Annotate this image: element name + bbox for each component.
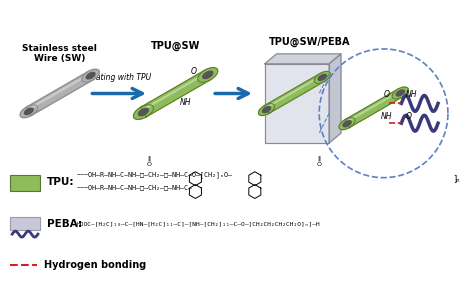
Text: coating with TPU: coating with TPU [87,73,151,82]
Ellipse shape [343,121,351,127]
Ellipse shape [263,107,271,113]
Polygon shape [265,64,329,143]
FancyBboxPatch shape [10,175,40,191]
Text: ‖
O: ‖ O [317,156,322,167]
Polygon shape [346,91,400,122]
Ellipse shape [258,104,275,115]
Polygon shape [141,70,210,117]
Polygon shape [264,73,325,113]
FancyBboxPatch shape [10,217,40,230]
Ellipse shape [314,71,330,83]
Text: NH: NH [180,98,191,107]
Polygon shape [265,75,322,108]
Text: O: O [191,67,196,76]
Ellipse shape [318,74,327,80]
Ellipse shape [392,87,409,99]
Text: Stainless steel
Wire (SW): Stainless steel Wire (SW) [22,44,97,63]
Text: TPU@SW: TPU@SW [151,41,201,51]
Ellipse shape [134,105,154,120]
Polygon shape [27,71,93,115]
Polygon shape [329,54,341,143]
Text: HOOC—[H₂C]₁₀—C—[HN—[H₂C]₁₁—C]—[NH—[CH₂]₁₁—C—O—[CH₂CH₂CH₂CH₂O]ₙ]—H: HOOC—[H₂C]₁₀—C—[HN—[H₂C]₁₁—C]—[NH—[CH₂]₁… [77,222,320,227]
Ellipse shape [20,105,37,118]
Text: O: O [405,112,411,121]
Text: ~~~OH—R—NH—C—NH—□—CH₂—□—NH—C—: ~~~OH—R—NH—C—NH—□—CH₂—□—NH—C— [77,185,192,191]
Ellipse shape [82,69,100,82]
Ellipse shape [396,90,404,96]
Text: NH: NH [405,90,417,99]
Text: Hydrogen bonding: Hydrogen bonding [44,260,146,270]
Ellipse shape [198,68,218,82]
Text: PEBA:: PEBA: [47,219,82,229]
Polygon shape [265,54,341,64]
Text: NH: NH [381,112,392,121]
Ellipse shape [339,118,355,130]
Polygon shape [27,73,90,110]
Polygon shape [142,73,207,111]
Text: ]ₙ: ]ₙ [453,174,459,183]
Ellipse shape [25,108,33,115]
Text: ~~~OH—R—NH—C—NH—□—CH₂—□—NH—C—O—[CH₂]ₙO—: ~~~OH—R—NH—C—NH—□—CH₂—□—NH—C—O—[CH₂]ₙO— [77,171,233,178]
Ellipse shape [203,71,213,79]
Ellipse shape [86,73,95,79]
Ellipse shape [138,108,148,116]
Text: TPU:: TPU: [47,177,74,187]
Text: TPU@SW/PEBA: TPU@SW/PEBA [269,37,350,47]
Polygon shape [345,89,402,128]
Text: O: O [383,90,390,99]
Text: ‖
O: ‖ O [146,156,151,167]
